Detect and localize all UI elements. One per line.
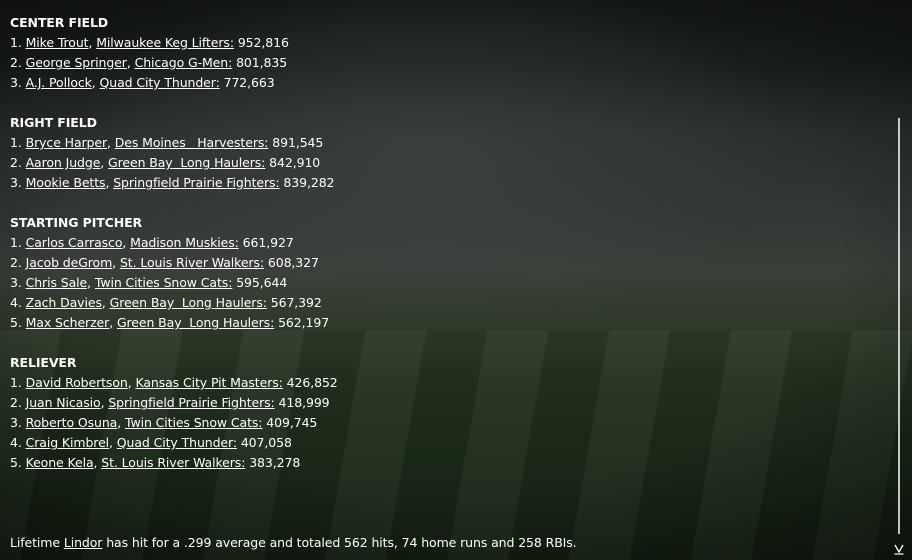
player-link[interactable]: Juan Nicasio <box>25 395 101 410</box>
vote-row: 3. Mookie Betts, Springfield Prairie Fig… <box>10 175 335 190</box>
player-link[interactable]: Keone Kela <box>25 455 94 470</box>
vote-row: 2. George Springer, Chicago G-Men: 801,8… <box>10 55 288 70</box>
vote-count: 409,745 <box>266 415 318 430</box>
team-link[interactable]: Milwaukee Keg Lifters: <box>96 35 234 50</box>
vote-row: 4. Zach Davies, Green Bay Long Haulers: … <box>10 295 322 310</box>
player-link[interactable]: Roberto Osuna <box>25 415 118 430</box>
player-link[interactable]: Zach Davies <box>25 295 102 310</box>
vote-row: 2. Aaron Judge, Green Bay Long Haulers: … <box>10 155 321 170</box>
rank: 2. <box>10 255 22 270</box>
position-section: RELIEVER 1. David Robertson, Kansas City … <box>10 353 870 473</box>
vote-count: 661,927 <box>242 235 294 250</box>
player-link[interactable]: Max Scherzer <box>25 315 110 330</box>
scrollbar[interactable] <box>898 118 900 534</box>
team-link[interactable]: Green Bay Long Haulers: <box>109 295 267 310</box>
rank: 3. <box>10 415 22 430</box>
vote-row: 1. Mike Trout, Milwaukee Keg Lifters: 95… <box>10 35 289 50</box>
vote-count: 595,644 <box>236 275 288 290</box>
player-link[interactable]: Chris Sale <box>25 275 88 290</box>
rank: 4. <box>10 295 22 310</box>
rank: 4. <box>10 435 22 450</box>
player-link[interactable]: David Robertson <box>25 375 128 390</box>
rank: 2. <box>10 55 22 70</box>
vote-count: 801,835 <box>236 55 288 70</box>
player-link[interactable]: Aaron Judge <box>25 155 101 170</box>
position-section: RIGHT FIELD 1. Bryce Harper, Des Moines H… <box>10 113 870 193</box>
team-link[interactable]: St. Louis River Walkers: <box>101 455 246 470</box>
player-link[interactable]: Bryce Harper <box>25 135 108 150</box>
rank: 3. <box>10 175 22 190</box>
vote-count: 891,545 <box>272 135 324 150</box>
footer-prefix: Lifetime <box>10 535 64 550</box>
footer-player-link[interactable]: Lindor <box>63 535 103 550</box>
rank: 1. <box>10 35 22 50</box>
player-link[interactable]: Jacob deGrom <box>25 255 113 270</box>
vote-count: 839,282 <box>283 175 335 190</box>
vote-row: 4. Craig Kimbrel, Quad City Thunder: 407… <box>10 435 292 450</box>
rank: 2. <box>10 395 22 410</box>
vote-row: 2. Jacob deGrom, St. Louis River Walkers… <box>10 255 319 270</box>
vote-count: 407,058 <box>240 435 292 450</box>
rank: 1. <box>10 135 22 150</box>
player-link[interactable]: Mookie Betts <box>25 175 106 190</box>
player-link[interactable]: A.J. Pollock <box>25 75 92 90</box>
vote-count: 562,197 <box>278 315 330 330</box>
vote-row: 2. Juan Nicasio, Springfield Prairie Fig… <box>10 395 330 410</box>
vote-count: 772,663 <box>223 75 275 90</box>
vote-count: 567,392 <box>270 295 322 310</box>
team-link[interactable]: Madison Muskies: <box>130 235 239 250</box>
section-title: CENTER FIELD <box>10 15 109 30</box>
chevron-down-icon[interactable] <box>893 540 905 555</box>
team-link[interactable]: Twin Cities Snow Cats: <box>124 415 263 430</box>
all-star-voting-results: CENTER FIELD 1. Mike Trout, Milwaukee Keg… <box>10 13 870 493</box>
vote-row: 5. Keone Kela, St. Louis River Walkers: … <box>10 455 301 470</box>
vote-row: 1. Carlos Carrasco, Madison Muskies: 661… <box>10 235 294 250</box>
vote-row: 3. A.J. Pollock, Quad City Thunder: 772,… <box>10 75 275 90</box>
rank: 1. <box>10 235 22 250</box>
player-link[interactable]: Carlos Carrasco <box>25 235 123 250</box>
team-link[interactable]: Springfield Prairie Fighters: <box>108 395 275 410</box>
vote-count: 426,852 <box>286 375 338 390</box>
player-fact-footer: Lifetime Lindor has hit for a .299 avera… <box>10 533 577 553</box>
team-link[interactable]: Quad City Thunder: <box>99 75 220 90</box>
footer-suffix: has hit for a .299 average and totaled 5… <box>102 535 577 550</box>
vote-count: 842,910 <box>269 155 321 170</box>
vote-count: 418,999 <box>278 395 330 410</box>
vote-row: 3. Roberto Osuna, Twin Cities Snow Cats:… <box>10 415 318 430</box>
player-link[interactable]: Craig Kimbrel <box>25 435 110 450</box>
vote-row: 1. Bryce Harper, Des Moines Harvesters: … <box>10 135 324 150</box>
vote-row: 1. David Robertson, Kansas City Pit Mast… <box>10 375 338 390</box>
rank: 3. <box>10 275 22 290</box>
position-section: STARTING PITCHER 1. Carlos Carrasco, Madi… <box>10 213 870 333</box>
rank: 1. <box>10 375 22 390</box>
section-title: STARTING PITCHER <box>10 215 143 230</box>
team-link[interactable]: Quad City Thunder: <box>116 435 237 450</box>
team-link[interactable]: Green Bay Long Haulers: <box>116 315 275 330</box>
team-link[interactable]: Des Moines Harvesters: <box>114 135 269 150</box>
vote-row: 3. Chris Sale, Twin Cities Snow Cats: 59… <box>10 275 288 290</box>
team-link[interactable]: St. Louis River Walkers: <box>119 255 264 270</box>
rank: 2. <box>10 155 22 170</box>
team-link[interactable]: Springfield Prairie Fighters: <box>113 175 280 190</box>
vote-count: 952,816 <box>237 35 289 50</box>
team-link[interactable]: Chicago G-Men: <box>134 55 233 70</box>
position-section: CENTER FIELD 1. Mike Trout, Milwaukee Keg… <box>10 13 870 93</box>
team-link[interactable]: Kansas City Pit Masters: <box>135 375 283 390</box>
rank: 5. <box>10 315 22 330</box>
rank: 3. <box>10 75 22 90</box>
rank: 5. <box>10 455 22 470</box>
vote-row: 5. Max Scherzer, Green Bay Long Haulers:… <box>10 315 330 330</box>
player-link[interactable]: George Springer <box>25 55 127 70</box>
section-title: RELIEVER <box>10 355 77 370</box>
team-link[interactable]: Twin Cities Snow Cats: <box>94 275 233 290</box>
team-link[interactable]: Green Bay Long Haulers: <box>108 155 266 170</box>
vote-count: 383,278 <box>249 455 301 470</box>
player-link[interactable]: Mike Trout <box>25 35 89 50</box>
section-title: RIGHT FIELD <box>10 115 97 130</box>
vote-count: 608,327 <box>267 255 319 270</box>
